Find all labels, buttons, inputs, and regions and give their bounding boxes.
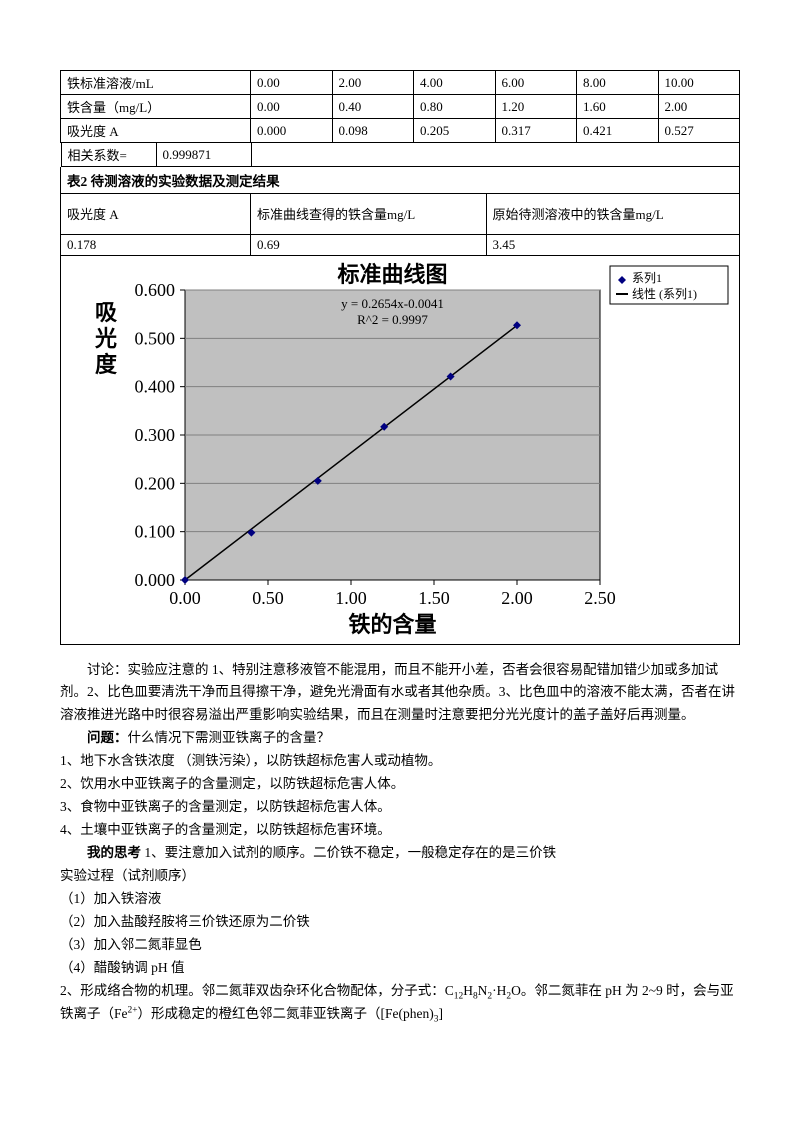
proc-title: 实验过程（试剂顺序） [60, 865, 740, 888]
header: 原始待测溶液中的铁含量mg/L [486, 194, 739, 234]
body-text: 讨论：实验应注意的 1、特别注意移液管不能混用，而且不能开小差，否者会很容易配错… [60, 659, 740, 1026]
corr-label: 相关系数= [61, 143, 156, 167]
cell: 0.00 [251, 95, 333, 119]
svg-text:2.50: 2.50 [584, 588, 616, 608]
cell: 10.00 [658, 71, 740, 95]
question: 问题：什么情况下需测亚铁离子的含量？ [60, 727, 740, 750]
cell: 6.00 [495, 71, 577, 95]
thinking: 我的思考 1、要注意加入试剂的顺序。二价铁不稳定，一般稳定存在的是三价铁 [60, 842, 740, 865]
cell: 2.00 [658, 95, 740, 119]
list-item: 3、食物中亚铁离子的含量测定，以防铁超标危害人体。 [60, 796, 740, 819]
cell: 0.421 [577, 119, 659, 143]
svg-text:吸光度: 吸光度 [94, 300, 118, 377]
svg-text:0.000: 0.000 [135, 570, 176, 590]
svg-text:0.500: 0.500 [135, 328, 176, 348]
table-row: 吸光度 A 标准曲线查得的铁含量mg/L 原始待测溶液中的铁含量mg/L [61, 194, 740, 234]
question-body: 什么情况下需测亚铁离子的含量？ [128, 730, 331, 745]
cell: 0.000 [251, 119, 333, 143]
cell: 2.00 [332, 71, 414, 95]
step: （4）醋酸钠调 pH 值 [60, 957, 740, 980]
header: 标准曲线查得的铁含量mg/L [251, 194, 487, 234]
table2-title: 表2 待测溶液的实验数据及测定结果 [60, 167, 740, 194]
cell-label: 铁标准溶液/mL [61, 71, 251, 95]
list-item: 1、地下水含铁浓度 （测铁污染），以防铁超标危害人或动植物。 [60, 750, 740, 773]
corr-value: 0.999871 [156, 143, 251, 167]
header: 吸光度 A [61, 194, 251, 234]
svg-text:0.600: 0.600 [135, 280, 176, 300]
cell: 0.40 [332, 95, 414, 119]
cell: 0.317 [495, 119, 577, 143]
svg-text:0.300: 0.300 [135, 425, 176, 445]
svg-text:0.100: 0.100 [135, 521, 176, 541]
thinking-body: 1、要注意加入试剂的顺序。二价铁不稳定，一般稳定存在的是三价铁 [141, 845, 556, 860]
thinking-label: 我的思考 [87, 845, 141, 860]
svg-text:0.200: 0.200 [135, 473, 176, 493]
question-label: 问题： [87, 730, 128, 745]
list-item: 2、饮用水中亚铁离子的含量测定，以防铁超标危害人体。 [60, 773, 740, 796]
paragraph-mechanism: 2、形成络合物的机理。邻二氮菲双齿杂环化合物配体，分子式：C12H8N2·H2O… [60, 980, 740, 1026]
step: （3）加入邻二氮菲显色 [60, 934, 740, 957]
svg-text:铁的含量: 铁的含量 [348, 612, 436, 637]
discussion: 讨论：实验应注意的 1、特别注意移液管不能混用，而且不能开小差，否者会很容易配错… [60, 659, 740, 728]
cell-label: 铁含量（mg/L） [61, 95, 251, 119]
table-row: 0.178 0.69 3.45 [61, 234, 740, 255]
table-row: 铁标准溶液/mL 0.00 2.00 4.00 6.00 8.00 10.00 [61, 71, 740, 95]
svg-text:R^2 = 0.9997: R^2 = 0.9997 [357, 312, 428, 327]
list-item: 4、土壤中亚铁离子的含量测定，以防铁超标危害环境。 [60, 819, 740, 842]
svg-text:标准曲线图: 标准曲线图 [337, 262, 447, 287]
cell: 0.527 [658, 119, 740, 143]
cell: 0.205 [414, 119, 496, 143]
cell: 1.20 [495, 95, 577, 119]
cell: 1.60 [577, 95, 659, 119]
table-row-corr: 相关系数= 0.999871 [61, 143, 740, 168]
cell: 0.178 [61, 234, 251, 255]
cell-empty [251, 143, 739, 167]
cell: 4.00 [414, 71, 496, 95]
step: （2）加入盐酸羟胺将三价铁还原为二价铁 [60, 911, 740, 934]
cell: 0.80 [414, 95, 496, 119]
cell: 8.00 [577, 71, 659, 95]
page: 铁标准溶液/mL 0.00 2.00 4.00 6.00 8.00 10.00 … [0, 0, 800, 1066]
svg-text:1.50: 1.50 [418, 588, 450, 608]
cell: 0.69 [251, 234, 487, 255]
chart-container: 0.000 0.100 0.200 0.300 0.400 0.500 0.600 0.00 0… [60, 256, 740, 645]
svg-text:2.00: 2.00 [501, 588, 533, 608]
cell-label: 吸光度 A [61, 119, 251, 143]
svg-text:线性 (系列1): 线性 (系列1) [632, 287, 697, 301]
svg-text:0.400: 0.400 [135, 376, 176, 396]
svg-text:系列1: 系列1 [632, 271, 662, 285]
table-sample-result: 吸光度 A 标准曲线查得的铁含量mg/L 原始待测溶液中的铁含量mg/L 0.1… [60, 194, 740, 256]
table-row: 铁含量（mg/L） 0.00 0.40 0.80 1.20 1.60 2.00 [61, 95, 740, 119]
standard-curve-chart: 0.000 0.100 0.200 0.300 0.400 0.500 0.600 0.00 0… [65, 260, 735, 640]
cell: 0.098 [332, 119, 414, 143]
step: （1）加入铁溶液 [60, 888, 740, 911]
svg-text:0.50: 0.50 [252, 588, 284, 608]
svg-text:1.00: 1.00 [335, 588, 367, 608]
table-standard-solution: 铁标准溶液/mL 0.00 2.00 4.00 6.00 8.00 10.00 … [60, 70, 740, 167]
svg-text:y = 0.2654x-0.0041: y = 0.2654x-0.0041 [341, 296, 444, 311]
table-row: 吸光度 A 0.000 0.098 0.205 0.317 0.421 0.52… [61, 119, 740, 143]
cell: 3.45 [486, 234, 739, 255]
svg-text:0.00: 0.00 [169, 588, 201, 608]
cell: 0.00 [251, 71, 333, 95]
